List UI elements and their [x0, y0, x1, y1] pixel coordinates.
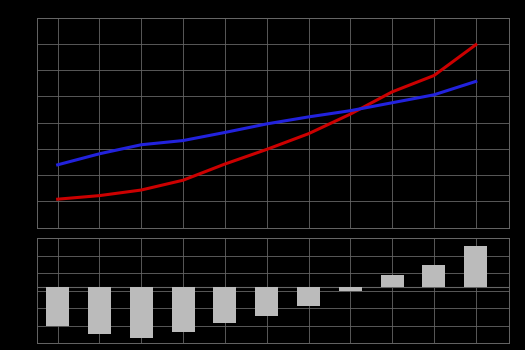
Bar — [464, 246, 487, 287]
Bar — [172, 287, 195, 332]
Bar — [255, 287, 278, 316]
Bar — [88, 287, 111, 334]
Bar — [214, 287, 236, 323]
Bar — [339, 287, 362, 291]
Bar — [297, 287, 320, 306]
Bar — [46, 287, 69, 326]
Bar — [381, 275, 404, 287]
Bar — [130, 287, 153, 338]
Bar — [423, 265, 446, 287]
